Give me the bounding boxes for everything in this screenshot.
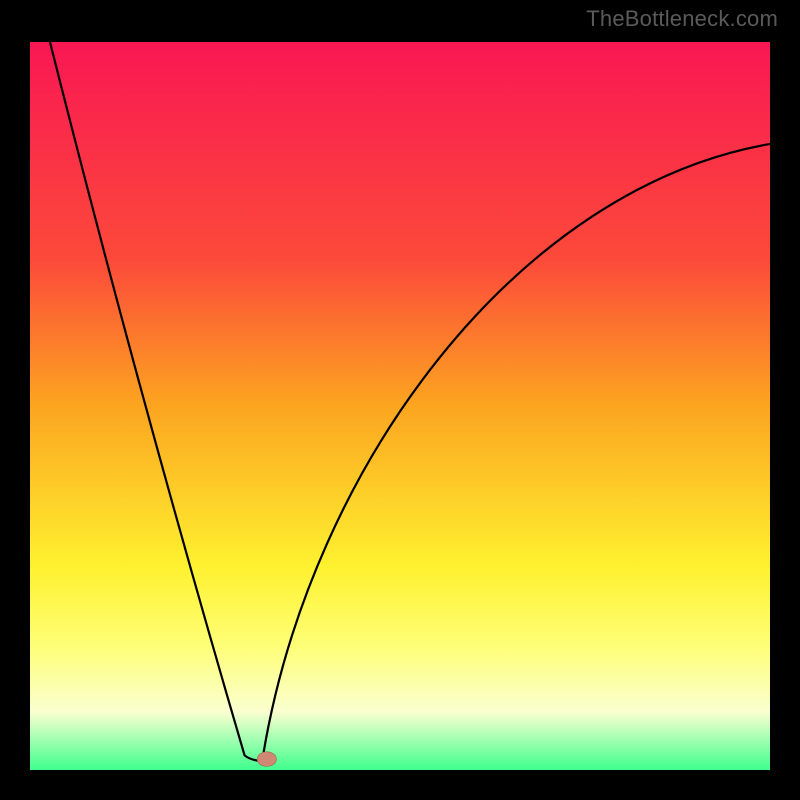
chart-svg (30, 42, 770, 770)
optimal-point-marker (257, 752, 276, 767)
watermark-text: TheBottleneck.com (586, 6, 778, 32)
gradient-background (30, 42, 770, 770)
plot-area (30, 42, 770, 770)
